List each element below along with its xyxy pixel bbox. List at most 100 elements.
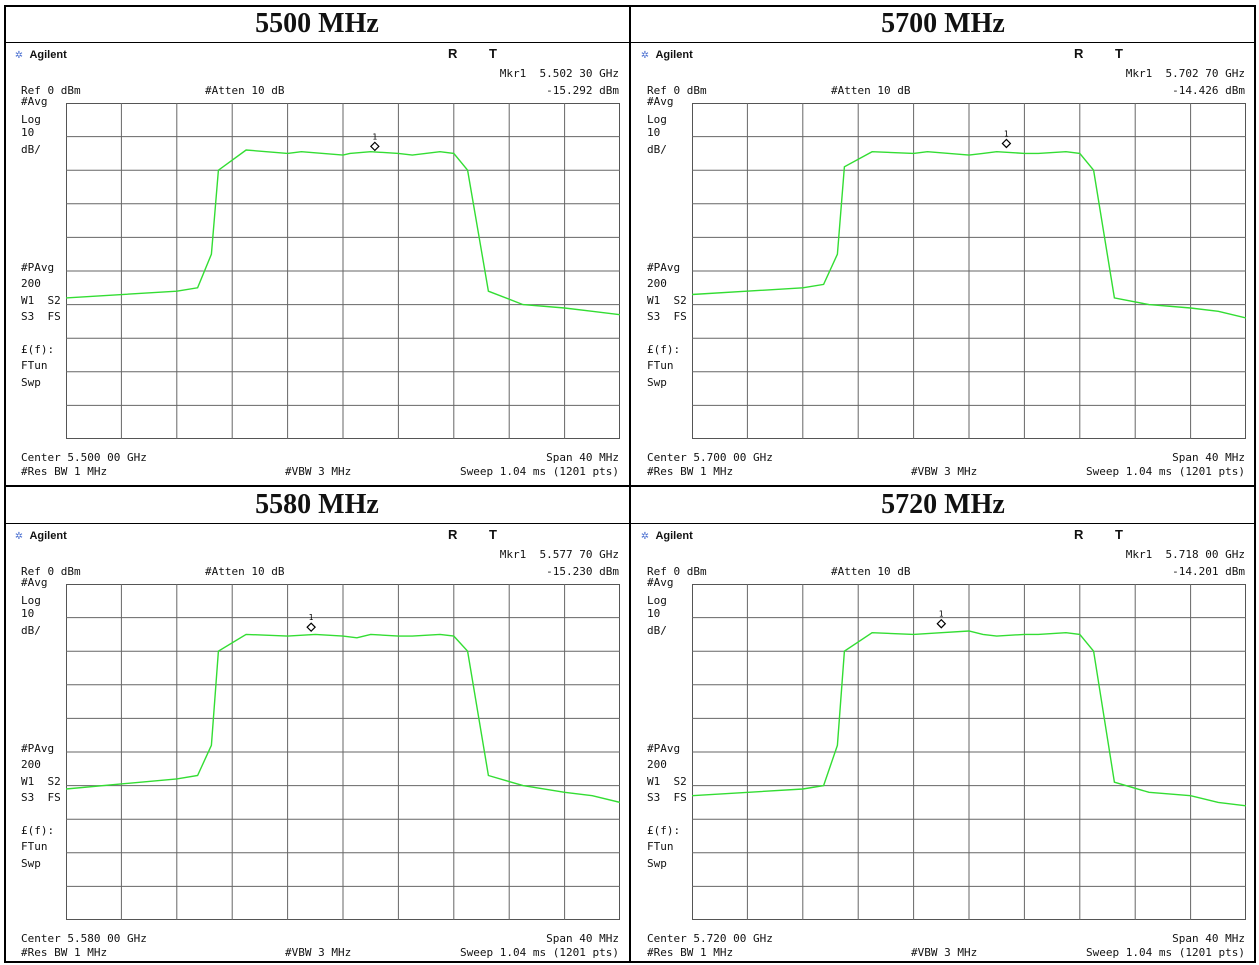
w1s2-label: W1 S2 (647, 775, 687, 788)
marker-number: 1 (1004, 129, 1009, 138)
log-label: Log (21, 113, 41, 126)
sweep-label: Sweep 1.04 ms (1201 pts) (1086, 946, 1245, 959)
vbw-label: #VBW 3 MHz (911, 946, 978, 959)
brand-logo: ✲ Agilent (15, 47, 67, 62)
ftun-label: FTun (647, 359, 674, 372)
marker-number: 1 (372, 132, 377, 141)
rbw-label: #Res BW 1 MHz (21, 946, 108, 959)
marker-number: 1 (309, 613, 314, 622)
spectrum-svg: 1 (692, 584, 1246, 920)
spectrum-plot: 1 (66, 584, 620, 920)
avg-label: #Avg (21, 95, 48, 108)
spectrum-svg: 1 (66, 103, 620, 439)
marker-diamond (1001, 138, 1012, 149)
sweep-label: Sweep 1.04 ms (1201 pts) (1086, 465, 1245, 478)
attenuation: #Atten 10 dB (205, 84, 285, 97)
pavg-count: 200 (647, 277, 667, 290)
title-rule (5, 42, 629, 43)
scale-label: 10 (21, 607, 35, 620)
scale-label: 10 (647, 607, 661, 620)
row-divider (4, 485, 1256, 487)
spectrum-svg: 1 (66, 584, 620, 920)
rt-indicator: R T (1074, 46, 1137, 61)
center-frequency: Center 5.720 00 GHz (647, 932, 773, 945)
center-frequency: Center 5.580 00 GHz (21, 932, 147, 945)
ref-level: Ref 0 dBm (647, 565, 707, 578)
agilent-logo-icon: ✲ (641, 47, 649, 62)
marker-diamond (370, 141, 380, 152)
marker-diamond (306, 622, 316, 633)
column-divider (629, 5, 631, 963)
log-label: Log (647, 113, 667, 126)
brand-logo: ✲ Agilent (15, 528, 67, 543)
spectrum-plot: 1 (692, 103, 1246, 439)
vbw-label: #VBW 3 MHz (285, 946, 352, 959)
s3fs-label: S3 FS (21, 791, 61, 804)
spectrum-trace (66, 149, 620, 316)
ef-label: £(f): (647, 824, 681, 837)
ftun-label: FTun (21, 840, 48, 853)
panel-title: 5500 MHz (255, 8, 379, 39)
attenuation: #Atten 10 dB (831, 84, 911, 97)
log-label: Log (21, 594, 41, 607)
pavg-label: #PAvg (21, 742, 55, 755)
rbw-label: #Res BW 1 MHz (647, 465, 734, 478)
brand-logo: ✲ Agilent (641, 47, 693, 62)
vbw-label: #VBW 3 MHz (911, 465, 978, 478)
swp-label: Swp (21, 857, 41, 870)
marker-number: 1 (939, 610, 944, 619)
avg-label: #Avg (647, 576, 674, 589)
scale-unit-label: dB/ (647, 624, 667, 637)
w1s2-label: W1 S2 (647, 294, 687, 307)
spectrum-trace (692, 150, 1246, 319)
span-label: Span 40 MHz (546, 451, 619, 464)
ef-label: £(f): (21, 343, 55, 356)
attenuation: #Atten 10 dB (831, 565, 911, 578)
ref-level: Ref 0 dBm (21, 84, 81, 97)
marker-level: -15.230 dBm (546, 565, 619, 578)
spectrum-panel: 5500 MHz ✲ Agilent R T Mkr1 5.502 30 GHz… (5, 6, 629, 484)
center-frequency: Center 5.700 00 GHz (647, 451, 773, 464)
rbw-label: #Res BW 1 MHz (647, 946, 734, 959)
marker-level: -15.292 dBm (546, 84, 619, 97)
marker-level: -14.426 dBm (1172, 84, 1245, 97)
pavg-count: 200 (21, 758, 41, 771)
scale-unit-label: dB/ (21, 143, 41, 156)
agilent-logo-icon: ✲ (15, 47, 23, 62)
sweep-label: Sweep 1.04 ms (1201 pts) (460, 946, 619, 959)
pavg-label: #PAvg (21, 261, 55, 274)
spectrum-plot: 1 (66, 103, 620, 439)
spectrum-panel: 5700 MHz ✲ Agilent R T Mkr1 5.702 70 GHz… (631, 6, 1255, 484)
ref-level: Ref 0 dBm (21, 565, 81, 578)
span-label: Span 40 MHz (1172, 451, 1245, 464)
brand-logo: ✲ Agilent (641, 528, 693, 543)
pavg-label: #PAvg (647, 261, 681, 274)
swp-label: Swp (647, 857, 667, 870)
title-rule (631, 42, 1255, 43)
panel-title: 5580 MHz (255, 489, 379, 520)
pavg-count: 200 (647, 758, 667, 771)
marker-frequency: Mkr1 5.577 70 GHz (499, 548, 619, 561)
pavg-label: #PAvg (647, 742, 681, 755)
spectrum-panel: 5580 MHz ✲ Agilent R T Mkr1 5.577 70 GHz… (5, 487, 629, 965)
scale-unit-label: dB/ (21, 624, 41, 637)
s3fs-label: S3 FS (21, 310, 61, 323)
spectrum-svg: 1 (692, 103, 1246, 439)
scale-unit-label: dB/ (647, 143, 667, 156)
scale-label: 10 (647, 126, 661, 139)
marker-level: -14.201 dBm (1172, 565, 1245, 578)
panel-title: 5720 MHz (881, 489, 1005, 520)
spectrum-plot: 1 (692, 584, 1246, 920)
ref-level: Ref 0 dBm (647, 84, 707, 97)
swp-label: Swp (647, 376, 667, 389)
marker-frequency: Mkr1 5.702 70 GHz (1125, 67, 1245, 80)
agilent-logo-icon: ✲ (641, 528, 649, 543)
log-label: Log (647, 594, 667, 607)
marker-diamond (936, 618, 947, 629)
rt-indicator: R T (448, 527, 511, 542)
title-rule (631, 523, 1255, 524)
panel-title: 5700 MHz (881, 8, 1005, 39)
avg-label: #Avg (21, 576, 48, 589)
sweep-label: Sweep 1.04 ms (1201 pts) (460, 465, 619, 478)
avg-label: #Avg (647, 95, 674, 108)
